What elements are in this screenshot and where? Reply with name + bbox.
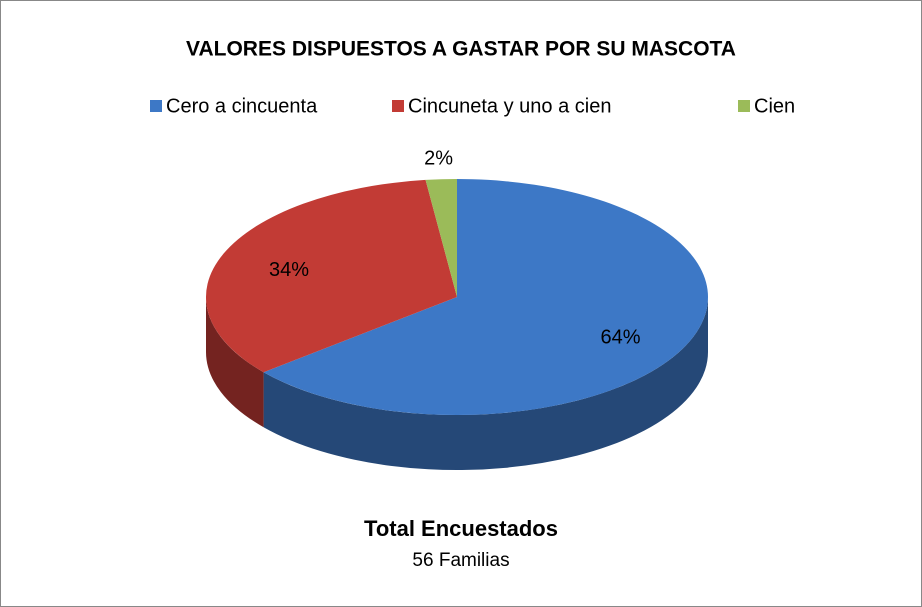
legend-swatch — [392, 100, 404, 112]
slice — [263, 179, 708, 416]
data-label: 2% — [424, 147, 453, 169]
legend-swatch — [150, 100, 162, 112]
legend-label: Cero a cincuenta — [166, 95, 318, 117]
annotation: Total Encuestados — [364, 516, 558, 541]
annotation: 56 Familias — [412, 550, 509, 571]
slice — [206, 179, 457, 373]
data-label: 34% — [269, 259, 309, 281]
data-label: 64% — [601, 326, 641, 348]
legend-swatch — [738, 100, 750, 112]
legend-label: Cincuneta y uno a cien — [408, 95, 611, 117]
slice-side — [263, 297, 708, 471]
slice-side — [206, 297, 264, 428]
chart-title: VALORES DISPUESTOS A GASTAR POR SU MASCO… — [186, 38, 736, 61]
slice — [425, 179, 457, 297]
legend-label: Cien — [754, 95, 795, 117]
